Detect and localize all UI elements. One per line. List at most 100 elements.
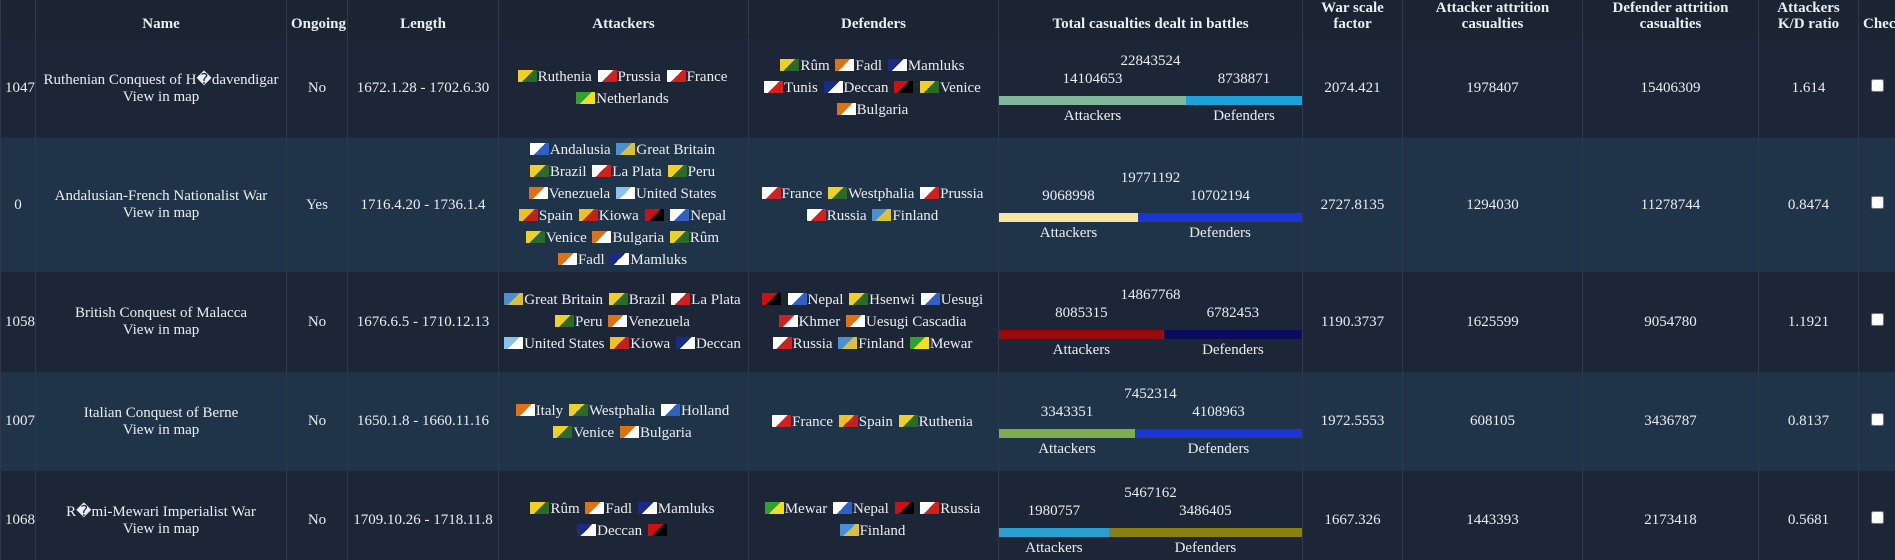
country: Mamluks xyxy=(887,58,965,74)
casualty-segment: 8085315 Attackers xyxy=(999,304,1164,359)
flag-icon xyxy=(610,337,630,349)
ongoing: Yes xyxy=(286,138,348,272)
country: Rûm xyxy=(780,58,830,74)
flag-icon xyxy=(529,143,549,155)
country-name: Russia xyxy=(792,336,833,352)
casualties-cell: 14867768 8085315 Attackers 6782453 Defenders xyxy=(998,272,1303,372)
casualty-bar: 1980757 Attackers 3486405 Defenders xyxy=(999,502,1302,557)
flag-icon xyxy=(772,414,792,427)
casualty-bar: 8085315 Attackers 6782453 Defenders xyxy=(999,304,1302,359)
country: Bulgaria xyxy=(619,425,692,441)
view-in-map-link[interactable]: View in map xyxy=(122,89,200,105)
country-name: Nepal xyxy=(690,208,727,224)
flag-icon xyxy=(578,209,598,221)
flag-icon xyxy=(666,70,686,82)
attackers-list: Andalusia Great Britain Brazil La Plata … xyxy=(498,138,749,272)
check-cell xyxy=(1858,138,1895,272)
flag-icon xyxy=(637,502,657,514)
country-name: Venice xyxy=(545,230,587,246)
country: Khmer xyxy=(778,314,840,330)
row-checkbox[interactable] xyxy=(1870,196,1884,209)
view-in-map-link[interactable]: View in map xyxy=(122,205,200,221)
flag-icon xyxy=(839,524,859,536)
country: Venice xyxy=(553,425,614,441)
view-in-map-link[interactable]: View in map xyxy=(122,421,200,438)
defender-attrition: 11278744 xyxy=(1582,138,1759,272)
view-in-map-link[interactable]: View in map xyxy=(122,322,200,338)
country-name: Brazil xyxy=(628,292,666,308)
defenders-bar xyxy=(1137,212,1302,222)
flag-icon xyxy=(592,231,612,243)
flag-icon xyxy=(615,187,635,199)
attackers-bar xyxy=(999,527,1109,537)
country: Tunis xyxy=(764,80,818,96)
flag-icon xyxy=(610,253,630,265)
header-row: Name Ongoing Length Attackers Defenders Total… xyxy=(0,0,1895,38)
flag-icon xyxy=(778,315,798,327)
country xyxy=(894,80,914,96)
flag-icon xyxy=(608,315,628,327)
flag-icon xyxy=(528,187,548,199)
country-name: Kiowa xyxy=(630,336,671,352)
flag-icon xyxy=(525,231,545,243)
war-name-cell: R�mi-Mewari Imperialist War View in map xyxy=(35,471,287,560)
war-scale-factor: 2074.421 xyxy=(1302,38,1403,138)
country-name: La Plata xyxy=(691,292,741,308)
country-name: Venice xyxy=(940,80,981,96)
country xyxy=(647,523,668,539)
flag-icon xyxy=(838,337,858,349)
flag-icon xyxy=(764,81,784,93)
attacker-attrition: 1443393 xyxy=(1402,471,1583,560)
row-checkbox[interactable] xyxy=(1870,412,1884,426)
row-checkbox[interactable] xyxy=(1870,313,1884,326)
casualties-cell: 22843524 14104653 Attackers 8738871 Defender… xyxy=(998,38,1303,138)
country: United States xyxy=(504,336,604,352)
attackers-list: Great Britain Brazil La Plata Peru Venez… xyxy=(498,272,749,372)
view-in-map-link[interactable]: View in map xyxy=(122,521,200,537)
country-name: Deccan xyxy=(695,336,741,352)
country: Andalusia xyxy=(529,142,611,158)
flag-icon xyxy=(787,293,807,305)
flag-icon xyxy=(832,502,852,514)
country: Deccan xyxy=(675,336,741,352)
flag-list: Nepal Hsenwi Uesugi Khmer Uesugi Cascadi… xyxy=(753,289,994,355)
attacker-attrition: 1625599 xyxy=(1402,272,1583,372)
length: 1716.4.20 - 1736.1.4 xyxy=(347,138,499,272)
flag-icon xyxy=(894,502,914,514)
country-name: Mewar xyxy=(784,501,828,517)
casualty-segment: 1980757 Attackers xyxy=(999,502,1109,557)
check-cell xyxy=(1858,372,1895,471)
country-name: Deccan xyxy=(843,80,889,96)
casualty-segment: 3343351 Attackers xyxy=(999,403,1135,458)
row-checkbox[interactable] xyxy=(1870,511,1884,524)
length: 1709.10.26 - 1718.11.8 xyxy=(347,471,499,560)
country: France xyxy=(666,69,727,85)
flag-icon xyxy=(835,59,855,71)
flag-icon xyxy=(823,81,843,93)
flag-icon xyxy=(577,524,597,536)
defenders-label: Defenders xyxy=(1213,107,1275,124)
flag-icon xyxy=(647,524,667,536)
country: Venezuela xyxy=(528,186,610,202)
flag-icon xyxy=(828,187,848,199)
war-name-cell: British Conquest of Malacca View in map xyxy=(35,272,287,372)
defender-attrition: 3436787 xyxy=(1582,372,1759,471)
casualties: 14867768 8085315 Attackers 6782453 Defenders xyxy=(999,286,1302,359)
flag-list: France Westphalia Prussia Russia Finland xyxy=(753,183,994,227)
country-name: Fadl xyxy=(605,501,633,517)
defenders-casualties: 3486405 xyxy=(1179,502,1232,519)
row-checkbox[interactable] xyxy=(1870,79,1884,92)
flag-icon xyxy=(530,502,550,514)
country-name: Rûm xyxy=(800,58,830,74)
country-name: Westphalia xyxy=(588,402,656,419)
flag-list: Rûm Fadl Mamluks Tunis Deccan Venice Bul… xyxy=(753,55,994,121)
attackers-casualties: 8085315 xyxy=(1055,304,1108,321)
attackers-label: Attackers xyxy=(1025,539,1083,556)
casualties-cell: 7452314 3343351 Attackers 4108963 Defenders xyxy=(998,372,1303,471)
flag-icon xyxy=(909,337,929,349)
country-name: Mamluks xyxy=(657,501,715,517)
flag-icon xyxy=(585,502,605,514)
ongoing: No xyxy=(286,38,348,138)
country: Netherlands xyxy=(576,91,669,107)
war-id: 1047 xyxy=(0,38,36,138)
